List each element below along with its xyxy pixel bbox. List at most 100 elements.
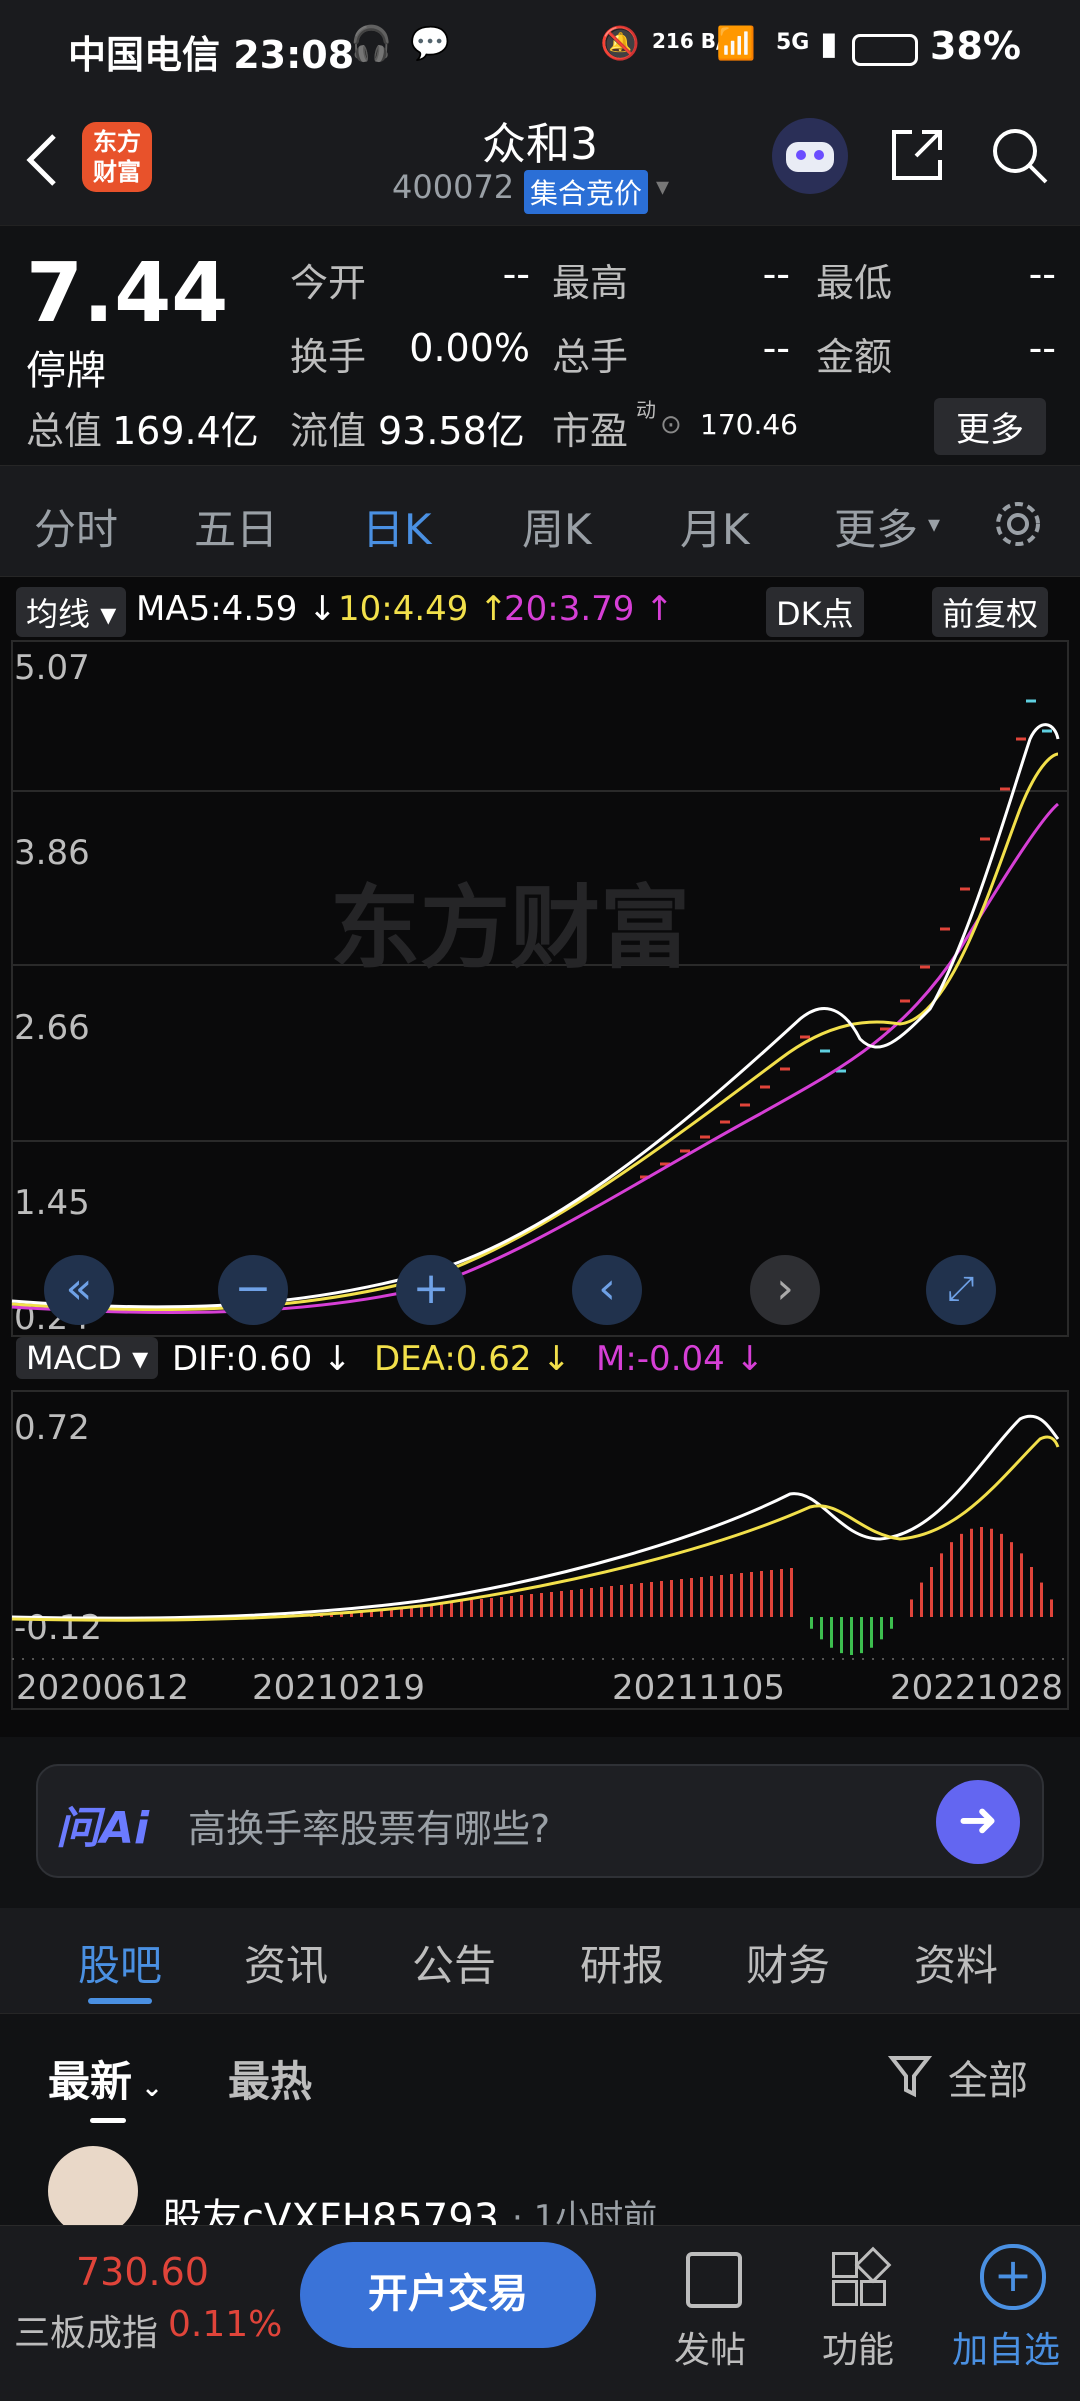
stock-code: 400072 bbox=[392, 168, 515, 206]
share-icon[interactable] bbox=[886, 124, 948, 186]
dif-value: DIF:0.60 ↓ bbox=[172, 1339, 352, 1379]
grid-icon[interactable] bbox=[826, 2246, 892, 2306]
app-logo[interactable]: 东方财富 bbox=[82, 122, 152, 192]
macd-histogram bbox=[300, 1527, 1053, 1655]
compose-icon[interactable] bbox=[676, 2242, 746, 2312]
zoom-in-icon[interactable]: + bbox=[396, 1255, 466, 1325]
ma10-text: 10:4.49 bbox=[338, 589, 469, 629]
tab-intraday[interactable]: 分时 bbox=[34, 505, 119, 554]
macd-bar bbox=[450, 1602, 453, 1617]
tab-news[interactable]: 资讯 bbox=[244, 1941, 329, 1990]
robot-assistant-icon[interactable] bbox=[772, 118, 848, 194]
tab-weekly-k[interactable]: 周K bbox=[522, 505, 592, 554]
add-circle-icon[interactable]: + bbox=[980, 2244, 1046, 2310]
macd-ytick-1: -0.12 bbox=[14, 1608, 102, 1648]
macd-bar bbox=[790, 1568, 793, 1617]
scroll-left-icon[interactable]: ‹ bbox=[572, 1255, 642, 1325]
macd-bar bbox=[950, 1542, 953, 1617]
tab-monthly-k[interactable]: 月K bbox=[680, 505, 750, 554]
ytick-3: 1.45 bbox=[14, 1183, 90, 1223]
trade-mode-badge[interactable]: 集合竞价 bbox=[524, 170, 649, 214]
chevron-down-icon[interactable]: ▾ bbox=[656, 172, 670, 202]
mute-icon: 🔕 bbox=[600, 24, 640, 62]
open-value: -- bbox=[502, 252, 530, 296]
post-item[interactable]: 股友cVXFH85793 · 1小时前 bbox=[0, 2126, 1080, 2226]
ma5-text: MA5:4.59 bbox=[136, 589, 298, 629]
turnover-value: 0.00% bbox=[409, 326, 530, 370]
macd-selector[interactable]: MACD ▾ bbox=[16, 1337, 159, 1379]
add-watchlist-button[interactable]: 加自选 bbox=[952, 2330, 1061, 2371]
macd-bar bbox=[560, 1591, 563, 1617]
tab-daily-k[interactable]: 日K bbox=[362, 505, 432, 554]
macd-bar bbox=[340, 1613, 343, 1617]
info-icon[interactable]: ⊙ bbox=[660, 410, 682, 440]
chevron-down-icon: ⌄ bbox=[132, 2073, 163, 2103]
float-label: 流值 bbox=[290, 409, 367, 453]
post-time: · 1小时前 bbox=[512, 2198, 658, 2226]
tab-research[interactable]: 研报 bbox=[580, 1941, 665, 1990]
scroll-left-fast-icon[interactable]: « bbox=[44, 1255, 114, 1325]
ai-search-bar[interactable]: 问Ai 高换手率股票有哪些? ➜ bbox=[36, 1764, 1044, 1878]
dea-value: DEA:0.62 ↓ bbox=[374, 1339, 571, 1379]
macd-bar bbox=[350, 1612, 353, 1617]
macd-bar bbox=[640, 1583, 643, 1617]
search-icon[interactable] bbox=[988, 124, 1052, 188]
arrow-right-icon[interactable]: ➜ bbox=[936, 1780, 1020, 1864]
down-candles bbox=[820, 699, 1052, 1073]
filter-indicator bbox=[90, 2118, 126, 2123]
fullscreen-icon[interactable]: ⤢ bbox=[926, 1255, 996, 1325]
macd-bar bbox=[750, 1572, 753, 1617]
avatar[interactable] bbox=[48, 2146, 138, 2226]
macd-bar bbox=[610, 1586, 613, 1617]
tab-five-day[interactable]: 五日 bbox=[194, 505, 279, 554]
index-value[interactable]: 730.60 bbox=[76, 2250, 209, 2294]
functions-button[interactable]: 功能 bbox=[822, 2330, 895, 2371]
macd-bar bbox=[320, 1615, 323, 1617]
more-button[interactable]: 更多 bbox=[934, 398, 1046, 455]
index-name[interactable]: 三板成指 bbox=[14, 2313, 159, 2354]
ytick-2: 2.66 bbox=[14, 1008, 90, 1048]
tab-more[interactable]: 更多 bbox=[834, 505, 919, 554]
active-tab-indicator bbox=[88, 1998, 152, 2004]
macd-bar bbox=[1040, 1582, 1043, 1617]
filter-hot[interactable]: 最热 bbox=[228, 2057, 313, 2106]
signal-icon: ▮ bbox=[820, 24, 838, 62]
tab-announcements[interactable]: 公告 bbox=[412, 1941, 497, 1990]
filter-icon[interactable] bbox=[888, 2052, 932, 2100]
macd-bar bbox=[700, 1577, 703, 1617]
macd-bar bbox=[830, 1617, 833, 1648]
scroll-right-icon[interactable]: › bbox=[750, 1255, 820, 1325]
tab-forum[interactable]: 股吧 bbox=[78, 1941, 163, 1990]
post-username[interactable]: 股友cVXFH85793 bbox=[162, 2196, 500, 2226]
price-adjust-button[interactable]: 前复权 bbox=[932, 587, 1049, 637]
tab-finance[interactable]: 财务 bbox=[746, 1941, 831, 1990]
back-icon[interactable] bbox=[22, 130, 62, 190]
macd-bar bbox=[1030, 1566, 1033, 1617]
macd-bar bbox=[380, 1609, 383, 1617]
macd-bar bbox=[1050, 1599, 1053, 1617]
macd-bar bbox=[910, 1599, 913, 1617]
macd-bar bbox=[360, 1611, 363, 1617]
ma10-value: 10:4.49 ↑ bbox=[338, 589, 508, 629]
macd-bar bbox=[1000, 1533, 1003, 1617]
gear-icon[interactable] bbox=[990, 496, 1046, 552]
filter-all[interactable]: 全部 bbox=[948, 2058, 1028, 2104]
post-button[interactable]: 发帖 bbox=[674, 2330, 747, 2371]
open-account-trade-button[interactable]: 开户交易 bbox=[300, 2242, 596, 2348]
caret-down-icon[interactable]: ▾ bbox=[928, 510, 941, 538]
ma-selector[interactable]: 均线 ▾ bbox=[16, 587, 127, 637]
filter-latest[interactable]: 最新 ⌄ bbox=[48, 2048, 163, 2109]
macd-bar bbox=[540, 1593, 543, 1617]
zoom-out-icon[interactable]: − bbox=[218, 1255, 288, 1325]
ma20-text: 20:3.79 bbox=[504, 589, 635, 629]
ytick-0: 5.07 bbox=[14, 648, 90, 688]
tab-profile[interactable]: 资料 bbox=[914, 1941, 999, 1990]
filter-row: 最新 ⌄ 最热 全部 bbox=[0, 2014, 1080, 2126]
macd-bar bbox=[780, 1569, 783, 1617]
dk-point-button[interactable]: DK点 bbox=[766, 587, 864, 637]
pe-value: 170.46 bbox=[700, 408, 798, 441]
macd-bar bbox=[620, 1585, 623, 1617]
battery-level: 38% bbox=[930, 24, 1021, 68]
date-0: 20200612 bbox=[16, 1668, 189, 1708]
kline-chart-area[interactable]: 均线 ▾ MA5:4.59 ↓ 10:4.49 ↑ 20:3.79 ↑ DK点 … bbox=[0, 577, 1080, 1737]
